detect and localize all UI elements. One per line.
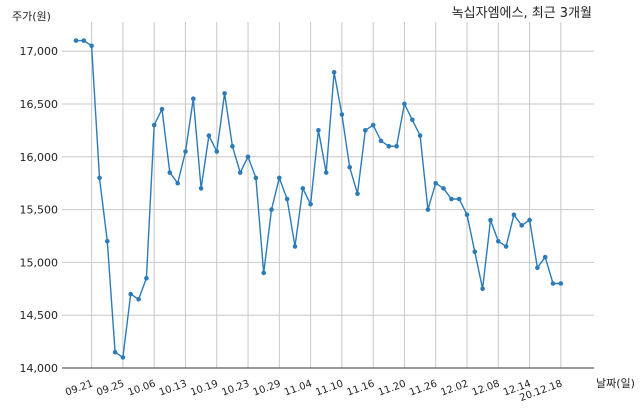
data-point [394, 143, 399, 149]
chart-title: 녹십자엠에스, 최근 3개월 [452, 6, 592, 21]
x-tick-label: 11.26 [408, 378, 439, 398]
data-point [261, 270, 267, 276]
price-line [76, 39, 561, 359]
data-point [214, 149, 220, 154]
data-point [81, 38, 87, 43]
data-point [472, 249, 478, 255]
data-point [550, 281, 556, 286]
data-point [308, 202, 313, 207]
data-point [378, 138, 384, 144]
data-point [198, 186, 204, 191]
data-point [386, 143, 392, 149]
y-axis-ticks: 14,000 14,500 15,000 15,500 16,000 16,500 17,0… [20, 45, 59, 375]
data-point [480, 286, 485, 292]
data-point [449, 196, 454, 202]
data-point [89, 43, 94, 49]
x-axis-ticks: 09.21 09.25 10.06 10.13 10.19 10.23 10.29 11.04… [64, 378, 564, 404]
y-tick-label: 15,000 [20, 256, 59, 269]
y-tick-label: 15,500 [20, 204, 59, 217]
data-point [558, 281, 564, 286]
data-point [347, 165, 353, 170]
data-point [355, 191, 360, 196]
x-tick-label: 11.16 [346, 378, 377, 398]
x-tick-label: 10.23 [220, 378, 251, 398]
data-point [456, 196, 462, 202]
x-tick-label: 09.25 [95, 378, 126, 398]
data-point [144, 275, 149, 281]
y-tick-label: 16,500 [20, 98, 59, 111]
data-point [425, 207, 431, 212]
data-point [245, 154, 251, 160]
data-point [277, 175, 282, 181]
data-point [269, 207, 274, 212]
data-point [433, 180, 439, 186]
y-tick-label: 16,000 [20, 151, 59, 164]
grid [62, 22, 594, 369]
x-tick-label: 12.02 [439, 378, 470, 398]
data-point [222, 91, 227, 96]
data-point [331, 70, 337, 75]
y-tick-label: 14,500 [20, 309, 59, 322]
data-point [441, 186, 446, 191]
y-axis-label: 주가(원) [12, 10, 51, 23]
data-point [503, 244, 509, 249]
data-point [417, 133, 423, 138]
data-point [167, 170, 173, 175]
data-point [97, 175, 102, 181]
data-point [230, 143, 235, 149]
data-point [363, 128, 368, 133]
data-point [300, 186, 306, 191]
data-point [237, 170, 243, 175]
x-tick-label: 10.19 [189, 378, 220, 398]
data-point [488, 217, 493, 223]
data-point [128, 291, 133, 297]
data-point [136, 297, 141, 302]
data-point [496, 239, 501, 244]
data-point [73, 38, 79, 43]
x-tick-label: 12.08 [471, 378, 502, 398]
data-point [339, 112, 345, 117]
data-point [323, 170, 329, 175]
data-point [316, 128, 321, 133]
data-point [183, 149, 188, 154]
data-point [519, 223, 524, 228]
x-tick-label: 11.04 [283, 378, 314, 398]
data-point [527, 217, 532, 223]
data-point [191, 96, 196, 101]
x-axis-label: 날짜(일) [596, 376, 635, 390]
data-point [120, 355, 126, 360]
data-point [464, 212, 470, 218]
data-point [370, 122, 376, 128]
x-tick-label: 10.06 [127, 378, 158, 398]
x-tick-label: 10.29 [252, 378, 283, 398]
data-point [542, 254, 548, 260]
data-point [151, 122, 157, 128]
data-point [535, 265, 540, 271]
data-point [402, 101, 407, 107]
data-point [284, 196, 290, 202]
y-tick-label: 17,000 [20, 45, 59, 58]
data-point [159, 106, 165, 112]
data-point [292, 244, 298, 249]
data-point [410, 117, 415, 123]
data-point [105, 239, 110, 244]
x-tick-label: 10.13 [158, 378, 189, 398]
x-tick-label: 09.21 [64, 378, 95, 398]
data-point [206, 133, 212, 138]
y-tick-label: 14,000 [20, 362, 59, 375]
data-point [112, 349, 118, 355]
data-points [73, 38, 564, 360]
data-point [175, 180, 180, 186]
x-tick-label: 11.20 [377, 378, 408, 398]
x-tick-label: 11.10 [314, 378, 345, 398]
data-point [253, 175, 259, 181]
data-point [511, 212, 517, 218]
